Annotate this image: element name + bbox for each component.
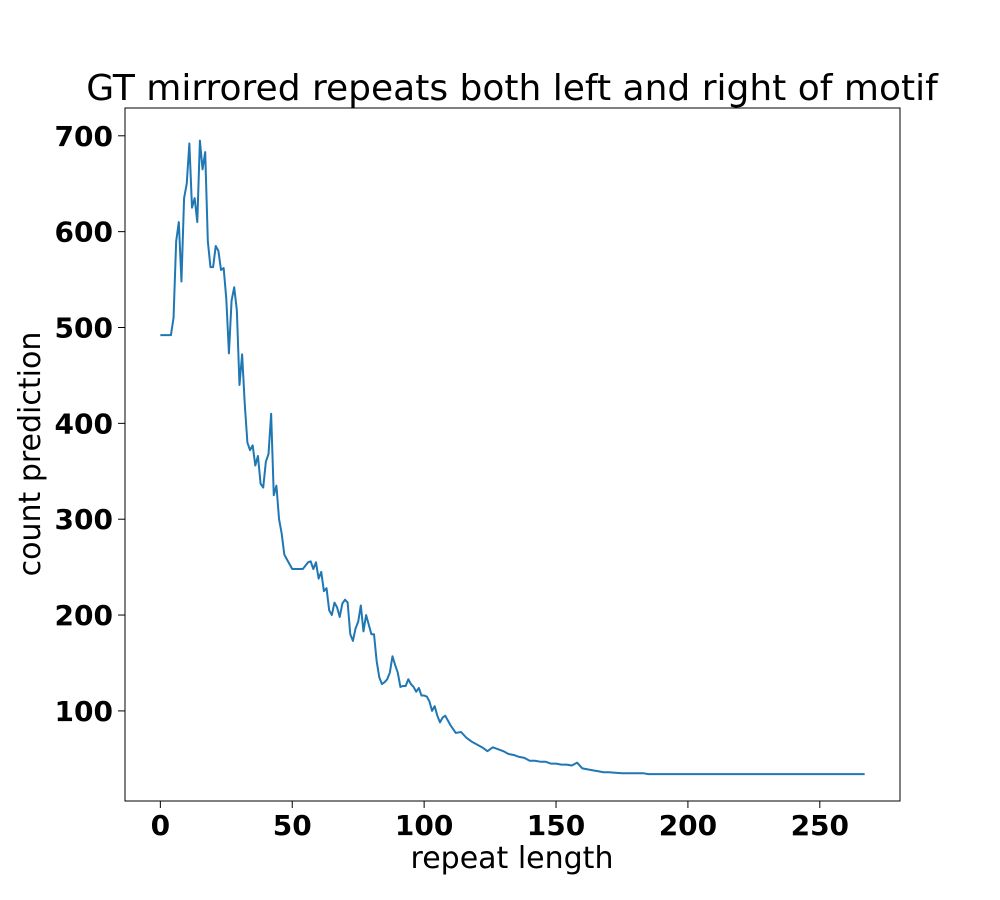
x-tick-label: 200: [659, 809, 717, 842]
y-tick-label: 300: [55, 503, 113, 536]
series-line: [160, 139, 865, 776]
y-axis-label: count prediction: [13, 332, 48, 577]
y-tick-label: 100: [55, 695, 113, 728]
x-tick-label: 0: [151, 809, 170, 842]
x-axis-ticks: 0 50 100 150 200 250: [151, 801, 849, 842]
y-axis-ticks: 100 200 300 400 500 600 700: [55, 120, 125, 728]
chart-title: GT mirrored repeats both left and right …: [86, 68, 939, 109]
x-tick-label: 50: [273, 809, 312, 842]
x-tick-label: 150: [527, 809, 585, 842]
x-tick-label: 250: [791, 809, 849, 842]
y-tick-label: 200: [55, 599, 113, 632]
x-tick-label: 100: [395, 809, 453, 842]
y-tick-label: 600: [55, 216, 113, 249]
plot-frame: [124, 107, 901, 802]
y-tick-label: 500: [55, 311, 113, 344]
y-tick-label: 700: [55, 120, 113, 153]
x-axis-label: repeat length: [411, 841, 614, 876]
y-tick-label: 400: [55, 407, 113, 440]
